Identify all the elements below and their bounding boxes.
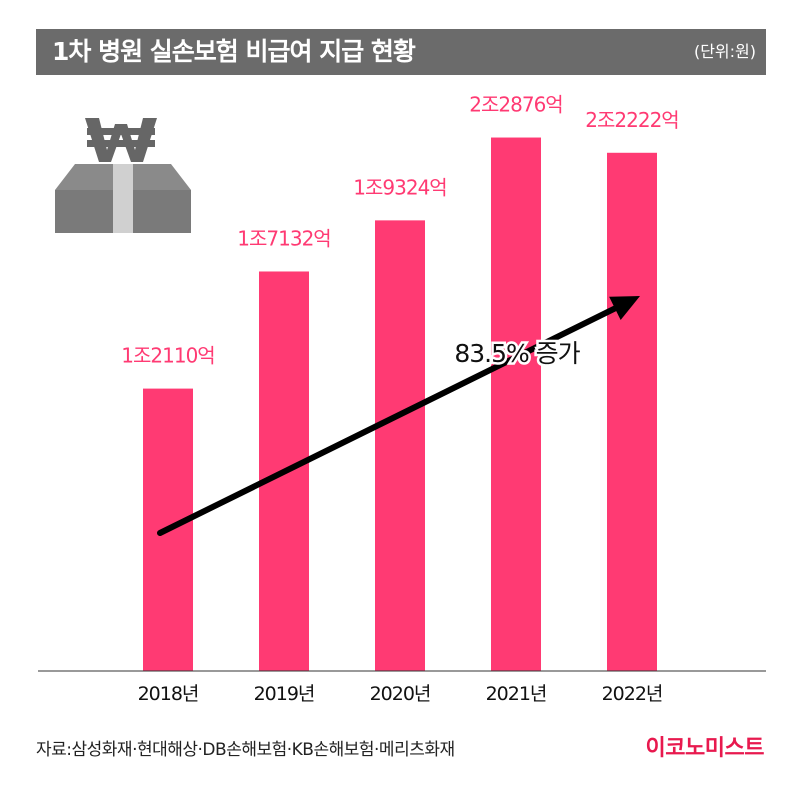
money-box-icon <box>55 118 191 233</box>
bar-2020년 <box>375 220 425 671</box>
x-tick-label: 2018년 <box>138 683 199 705</box>
page-title: 1차 병원 실손보험 비급여 지급 현황 <box>52 37 416 66</box>
data-label: 1조7132억 <box>237 226 330 250</box>
title-bar <box>36 29 766 75</box>
growth-annotation: 83.5% 증가 <box>454 339 580 368</box>
bar-2021년 <box>491 137 541 671</box>
source-note: 자료:삼성화재·현대해상·DB손해보험·KB손해보험·메리츠화재 <box>36 740 455 760</box>
data-label: 1조9324억 <box>353 175 446 199</box>
growth-arrow-head <box>609 296 640 321</box>
data-label: 1조2110억 <box>121 344 214 368</box>
brand-logo: 이코노미스트 <box>645 736 765 761</box>
x-tick-label: 2022년 <box>602 683 663 705</box>
x-tick-label: 2019년 <box>254 683 315 705</box>
x-tick-label: 2021년 <box>486 683 547 705</box>
data-label: 2조2222억 <box>585 108 678 132</box>
unit-label: (단위:원) <box>693 42 756 61</box>
x-tick-label: 2020년 <box>370 683 431 705</box>
bar-2022년 <box>607 152 657 671</box>
data-label: 2조2876억 <box>469 93 562 117</box>
growth-arrow-shaft <box>157 305 618 536</box>
